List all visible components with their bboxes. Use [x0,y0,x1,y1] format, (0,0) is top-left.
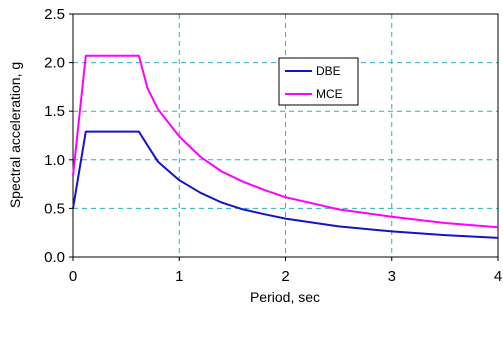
y-tick-label: 0.5 [44,200,65,217]
legend-box [278,57,359,106]
series-line-mce [72,54,499,229]
legend-label-dbe: DBE [316,64,341,78]
y-tick-label: 2.0 [44,55,65,72]
x-tick-label: 0 [69,268,77,285]
y-tick-label: 2.5 [44,6,65,23]
series-line-dbe [72,130,499,239]
y-tick-label: 1.5 [44,103,65,120]
x-tick-label: 3 [388,268,396,285]
y-tick-label: 0.0 [44,249,65,266]
grid-layer [73,14,498,257]
x-tick-label: 2 [281,268,289,285]
legend: DBE MCE [278,57,359,106]
series-layer [72,54,499,239]
x-axis-label: Period, sec [250,289,320,305]
x-tick-label: 1 [175,268,183,285]
x-tick-label: 4 [494,268,502,285]
y-tick-label: 1.0 [44,152,65,169]
y-axis-label: Spectral acceleration, g [7,62,23,208]
tick-layer: 0 1 2 3 4 0.0 0.5 1.0 1.5 2.0 2.5 [44,6,502,285]
legend-label-mce: MCE [316,87,343,101]
